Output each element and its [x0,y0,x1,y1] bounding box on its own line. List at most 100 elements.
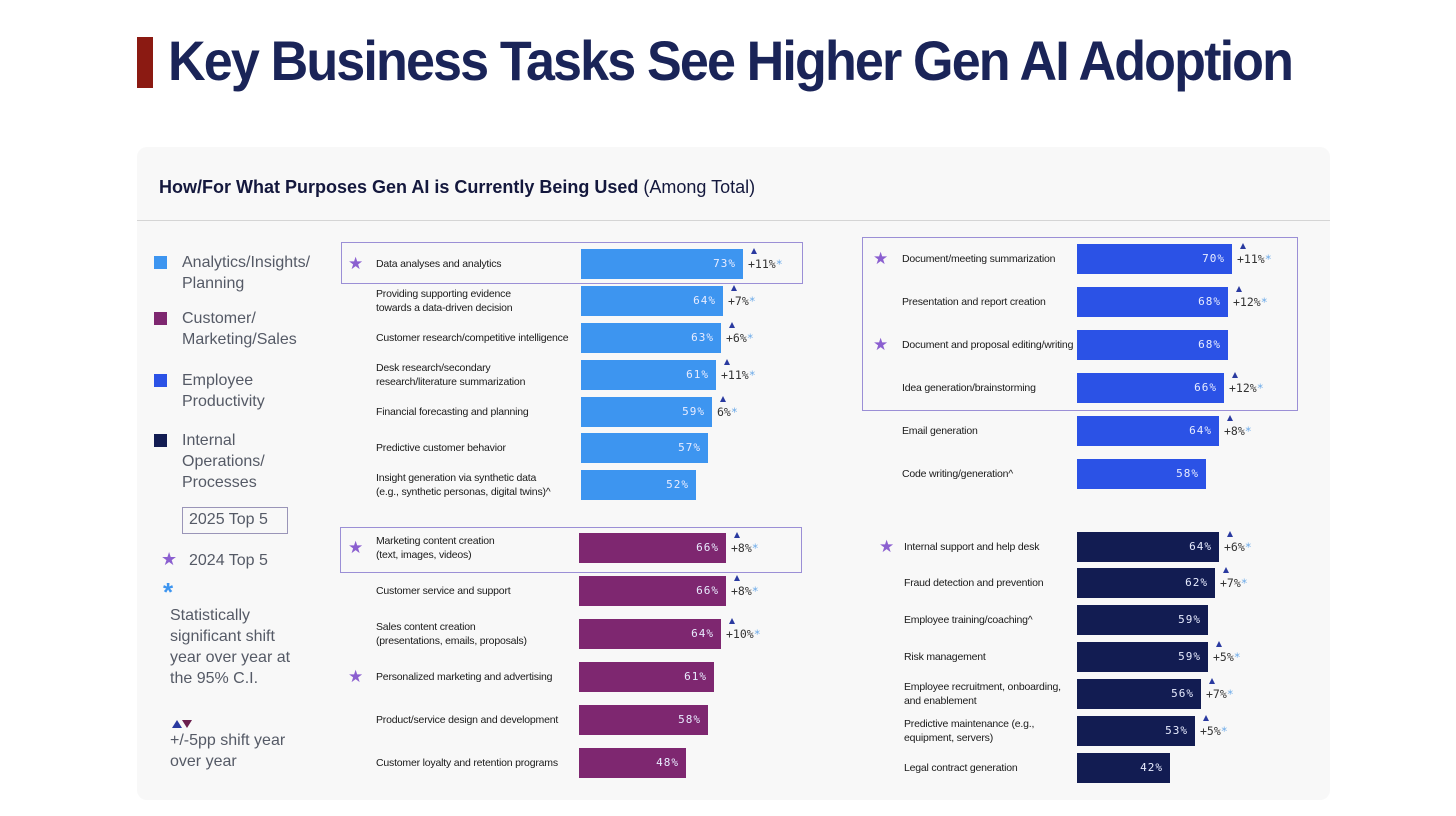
bar: 59% [581,397,712,427]
row-label: Email generation [902,425,978,437]
legend-swatch-marketing [154,312,167,325]
row-label: Code writing/generation^ [902,468,1014,480]
legend-label-internal: Internal Operations/ Processes [182,432,265,491]
chart-row: Desk research/secondary research/literat… [137,359,1330,390]
row-label: Predictive maintenance (e.g., equipment,… [904,718,1035,744]
asterisk-icon: * [730,405,738,419]
bar-value: 68% [1198,295,1221,308]
bar-value: 59% [682,405,705,418]
row-label: Marketing content creation (text, images… [376,535,495,561]
bar: 53% [1077,716,1195,746]
triangle-up-icon [1209,678,1215,684]
triangle-up-icon [172,715,182,733]
asterisk-icon: * [748,294,756,308]
legend-label-marketing: Customer/ Marketing/Sales [182,310,297,348]
row-label: Personalized marketing and advertising [376,671,553,683]
delta-value: +7% [728,294,749,308]
row-label: Customer loyalty and retention programs [376,757,558,769]
row-label: Presentation and report creation [902,296,1046,308]
asterisk-icon: * [1264,252,1272,266]
bar: 66% [1077,373,1224,403]
bar-value: 59% [1178,613,1201,626]
legend-label-employee: Employee Productivity [182,372,265,410]
delta-value: +8% [1224,424,1245,438]
star-icon: ★ [873,335,889,354]
delta-value: +10% [726,627,754,641]
asterisk-icon: * [751,584,759,598]
bar: 66% [579,533,726,563]
page-title: Key Business Tasks See Higher Gen AI Ado… [168,29,1294,92]
bar: 64% [579,619,721,649]
bar: 59% [1077,605,1208,635]
star-icon: ★ [879,537,895,556]
row-label: Product/service design and development [376,714,559,726]
asterisk-icon: * [1240,576,1248,590]
row-label: Data analyses and analytics [376,258,502,270]
asterisk-icon: * [163,577,174,607]
asterisk-icon: * [1233,650,1241,664]
chart-row: Product/service design and development 58… [137,705,1330,735]
row-label: Legal contract generation [904,762,1018,774]
bar: 57% [581,433,708,463]
bar: 58% [1077,459,1206,489]
bar-value: 66% [696,584,719,597]
row-label: Customer research/competitive intelligen… [376,332,569,344]
bar-value: 70% [1202,252,1225,265]
triangle-up-icon [751,248,757,254]
delta-value: +11% [1237,252,1265,266]
legend-item-marketing: Customer/ Marketing/Sales [154,308,312,350]
triangle-up-icon [1203,715,1209,721]
row-label: Sales content creation (presentations, e… [376,621,527,647]
chart-row: ★ Marketing content creation (text, image… [137,532,1330,563]
asterisk-icon: * [1256,381,1264,395]
row-label: Internal support and help desk [904,541,1040,553]
asterisk-icon: * [1260,295,1268,309]
bar: 42% [1077,753,1170,783]
triangle-up-icon [720,396,726,402]
bar-value: 66% [1194,381,1217,394]
triangle-up-icon [1223,567,1229,573]
asterisk-icon: * [1226,687,1234,701]
row-label: Customer service and support [376,585,511,597]
bar-value: 61% [684,670,707,683]
row-label: Fraud detection and prevention [904,577,1044,589]
chart-row: Idea generation/brainstorming 66% +12%* [137,372,1330,403]
bar-value: 52% [666,478,689,491]
asterisk-icon: * [1220,724,1228,738]
bar-value: 59% [1178,650,1201,663]
title-accent-bar [137,37,153,88]
asterisk-icon: * [1244,424,1252,438]
bar: 68% [1077,330,1228,360]
row-label: Document/meeting summarization [902,253,1056,265]
bar-value: 42% [1140,761,1163,774]
chart-row: ★ Document and proposal editing/writing 68… [137,330,1330,360]
panel-header: How/For What Purposes Gen AI is Currentl… [137,147,1330,221]
row-label: Providing supporting evidence towards a … [376,288,513,314]
row-label: Financial forecasting and planning [376,406,529,418]
chart-row: Providing supporting evidence towards a … [137,285,1330,316]
bar: 64% [581,286,723,316]
triangle-up-icon [1216,641,1222,647]
delta-value: +6% [1224,540,1245,554]
bar: 48% [579,748,686,778]
bar-value: 62% [1185,576,1208,589]
row-label: Idea generation/brainstorming [902,382,1036,394]
bar: 64% [1077,532,1219,562]
delta-value: +7% [1206,687,1227,701]
star-icon: ★ [348,254,364,273]
chart-row: Legal contract generation 42% [137,753,1330,783]
bar-value: 57% [678,441,701,454]
bar: 61% [581,360,716,390]
star-icon: ★ [161,549,178,569]
chart-row: Insight generation via synthetic data (e… [137,470,1330,500]
chart-row: Sales content creation (presentations, e… [137,618,1330,649]
top5-highlight-employee-productivity [862,237,1298,411]
chart-row: Customer loyalty and retention programs 4… [137,748,1330,778]
row-label: Desk research/secondary research/literat… [376,362,526,388]
asterisk-icon: * [748,368,756,382]
legend-item-analytics: Analytics/Insights/ Planning [154,252,322,294]
chart-row: Fraud detection and prevention 62% +7%* [137,567,1330,598]
legend-swatch-employee [154,374,167,387]
delta-value: +5% [1213,650,1234,664]
bar: 63% [581,323,721,353]
